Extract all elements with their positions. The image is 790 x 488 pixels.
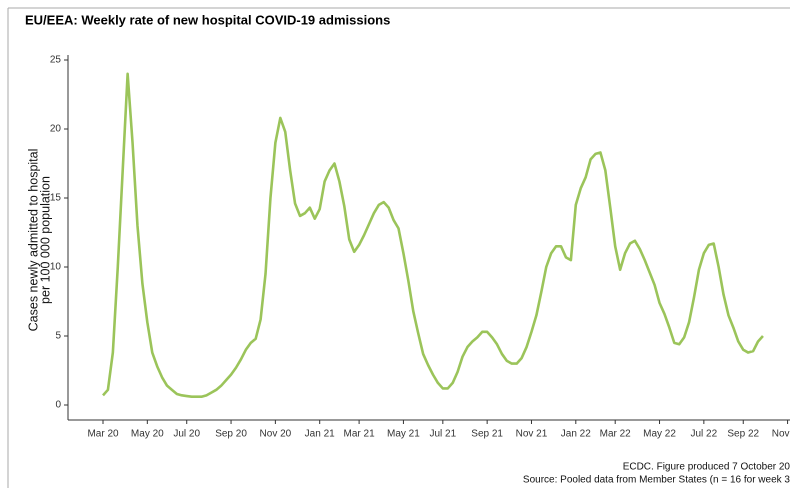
y-tick-label: 0	[55, 400, 61, 411]
footer: ECDC. Figure produced 7 October 20	[623, 462, 790, 473]
x-tick-label: Mar 22	[600, 429, 632, 440]
x-tick-label: May 22	[643, 429, 676, 440]
x-tick-label: Nov 20	[260, 429, 292, 440]
y-tick-label: 25	[50, 55, 62, 66]
y-tick-label: 15	[50, 193, 62, 204]
y-tick-label: 10	[50, 262, 62, 273]
x-tick-label: Nov 21	[516, 429, 548, 440]
x-tick-label: Sep 22	[727, 429, 759, 440]
x-tick-label: Mar 20	[87, 429, 119, 440]
y-axis-label: Cases newly admitted to hospital	[26, 149, 40, 332]
x-tick-label: Nov 22	[772, 429, 790, 440]
x-tick-label: Mar 21	[344, 429, 376, 440]
x-tick-label: Sep 21	[471, 429, 503, 440]
y-tick-label: 5	[55, 331, 61, 342]
x-tick-label: Jul 21	[429, 429, 456, 440]
x-tick-label: Jul 22	[691, 429, 718, 440]
y-axis-label: per 100 000 population	[38, 176, 52, 304]
x-tick-label: Jan 21	[305, 429, 335, 440]
x-tick-label: May 20	[131, 429, 164, 440]
x-tick-label: May 21	[387, 429, 420, 440]
x-tick-label: Sep 20	[215, 429, 247, 440]
line-series	[102, 72, 764, 399]
y-tick-label: 20	[50, 124, 62, 135]
x-tick-label: Jan 22	[561, 429, 591, 440]
x-tick-label: Jul 20	[173, 429, 200, 440]
footer: Source: Pooled data from Member States (…	[523, 475, 790, 486]
chart-title: EU/EEA: Weekly rate of new hospital COVI…	[25, 12, 390, 27]
